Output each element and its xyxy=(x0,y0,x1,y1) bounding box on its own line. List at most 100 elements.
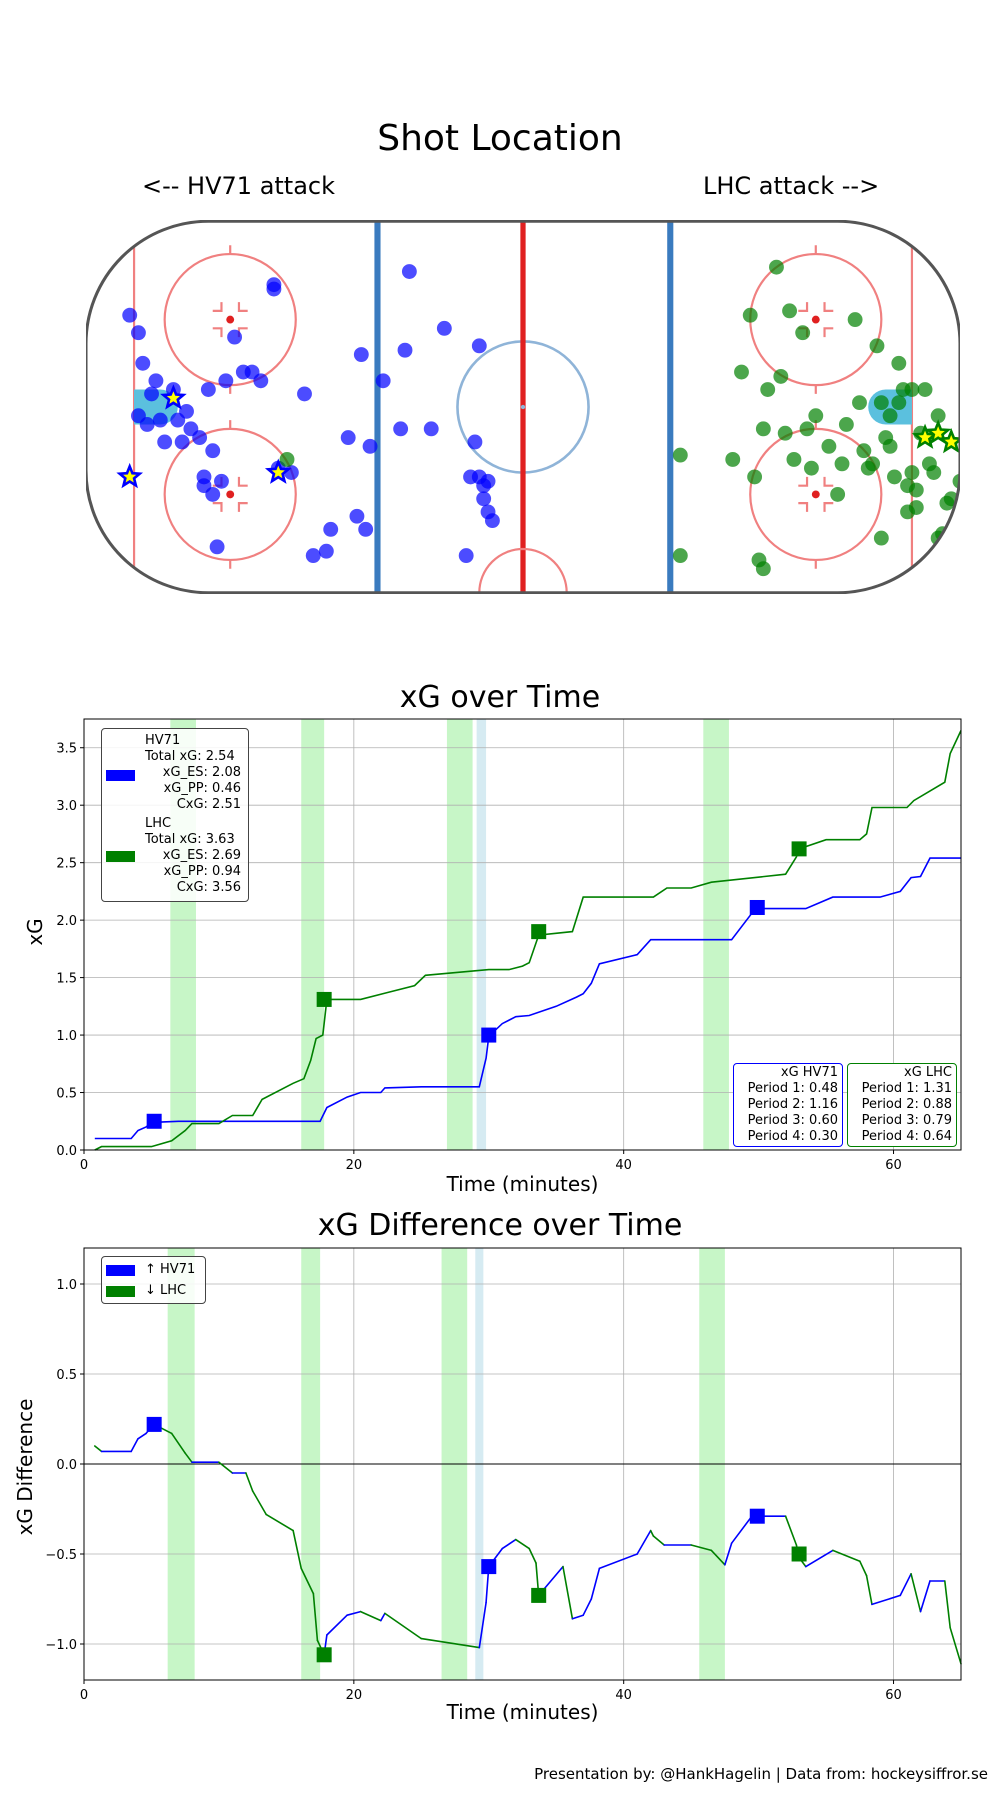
tick-label-y: −1.0 xyxy=(45,1638,77,1653)
shot-hv71 xyxy=(393,421,409,437)
powerplay-hv71-band xyxy=(476,719,487,1150)
diff-segment xyxy=(384,1612,423,1640)
diff-segment xyxy=(359,1610,382,1622)
xg-difference-chart: −1.0 −0.5 0.0 0.5 1.0 0 20 40 60 xyxy=(45,1247,962,1703)
shot-lhc xyxy=(830,486,846,502)
blue-line-left xyxy=(374,221,381,593)
shot-hv71 xyxy=(144,386,159,402)
shot-lhc xyxy=(926,465,942,480)
legend-lhc-total: Total xG: 3.63 xyxy=(145,832,235,847)
diff-ylabel: xG Difference xyxy=(13,1398,37,1536)
shot-hv71 xyxy=(353,347,369,362)
diff-segment xyxy=(571,1614,585,1620)
diff-legend-swatch-hv71 xyxy=(106,1265,135,1276)
diff-segment xyxy=(910,1572,922,1613)
tick-label-y: 3.0 xyxy=(56,799,77,814)
tick-label-x: 20 xyxy=(346,1688,363,1703)
shot-hv71 xyxy=(471,338,487,354)
tick-label-y: 0.5 xyxy=(56,1087,77,1102)
shot-hv71 xyxy=(131,325,146,341)
tick-label-y: 3.5 xyxy=(56,742,77,757)
diff-segment xyxy=(265,1513,294,1532)
referee-crease xyxy=(478,548,568,593)
shot-hv71 xyxy=(467,434,483,450)
shot-hv71 xyxy=(401,264,417,279)
diff-segment xyxy=(871,1594,902,1606)
legend-hv71-team: HV71 xyxy=(145,733,181,748)
shot-lhc xyxy=(891,395,907,411)
period-box-lhc-p2: Period 2: 0.88 xyxy=(861,1097,952,1112)
diff-segment xyxy=(514,1538,531,1550)
tick-label-x: 60 xyxy=(885,1158,902,1173)
shot-hv71 xyxy=(148,373,164,389)
shot-lhc xyxy=(847,312,863,328)
period-box-lhc-p1: Period 1: 1.31 xyxy=(861,1081,952,1096)
tick-label-x: 60 xyxy=(885,1688,902,1703)
shot-lhc xyxy=(799,421,815,437)
hv71-attack-label: <-- HV71 attack xyxy=(142,172,336,200)
diff-segment xyxy=(690,1544,713,1552)
plot-frame xyxy=(83,718,962,1151)
shot-lhc xyxy=(279,452,295,467)
period-marker-lhc xyxy=(316,991,332,1007)
rink-title: Shot Location xyxy=(377,118,623,159)
shot-lhc xyxy=(803,460,819,476)
shot-lhc xyxy=(917,382,933,397)
shot-hv71 xyxy=(227,329,243,345)
diff-segment xyxy=(528,1547,537,1564)
shot-hv71 xyxy=(122,307,138,323)
diff-segment xyxy=(805,1549,834,1568)
shot-hv71 xyxy=(305,548,321,564)
diff-segment xyxy=(859,1560,868,1577)
goal-hv71 xyxy=(116,462,144,489)
diff-marker-hv71 xyxy=(146,1416,162,1432)
powerplay-lhc-band xyxy=(301,719,325,1150)
diff-legend: ↑ HV71 ↓ LHC xyxy=(101,1256,206,1304)
diff-marker-hv71 xyxy=(481,1559,497,1575)
shot-lhc xyxy=(865,456,881,472)
diff-segment xyxy=(218,1461,234,1474)
shot-lhc xyxy=(755,421,771,437)
diff-segment xyxy=(300,1567,315,1595)
shot-hv71 xyxy=(436,320,452,336)
shot-lhc xyxy=(795,325,811,341)
diff-marker-lhc xyxy=(316,1647,332,1663)
period-box-hv71-p3: Period 3: 0.60 xyxy=(747,1113,838,1128)
shot-hv71 xyxy=(458,548,474,564)
legend-lhc-team: LHC xyxy=(145,816,172,831)
shot-hv71 xyxy=(340,430,356,446)
shot-lhc xyxy=(908,500,924,515)
shot-lhc xyxy=(834,456,850,472)
shot-lhc xyxy=(760,382,776,397)
diff-segment xyxy=(919,1580,931,1613)
shot-hv71 xyxy=(349,508,365,524)
shot-lhc xyxy=(891,355,907,371)
diff-segment xyxy=(636,1529,652,1555)
diff-segment xyxy=(730,1515,753,1545)
tick-label-x: 0 xyxy=(80,1688,88,1703)
diff-marker-lhc xyxy=(531,1587,547,1603)
shot-hv71 xyxy=(476,491,492,507)
footer-credit: Presentation by: @HankHagelin | Data fro… xyxy=(534,1765,988,1783)
shot-lhc xyxy=(908,482,924,498)
period-marker-hv71 xyxy=(749,899,765,915)
shot-lhc xyxy=(747,469,763,485)
series-line-hv71 xyxy=(94,857,961,1140)
shot-markers xyxy=(116,259,960,577)
diff-segment xyxy=(420,1637,481,1649)
shot-hv71 xyxy=(179,403,194,419)
tick-label-y: 1.0 xyxy=(56,1029,77,1044)
shot-lhc xyxy=(672,548,688,564)
shot-lhc xyxy=(904,382,920,397)
diff-xlabel: Time (minutes) xyxy=(446,1700,599,1724)
legend-lhc-pp: xG_PP: 0.94 xyxy=(163,864,241,879)
shot-lhc xyxy=(782,303,797,319)
legend-swatch-lhc xyxy=(106,851,135,862)
diff-segment xyxy=(582,1598,593,1617)
goal-hv71 xyxy=(264,458,292,484)
diff-segment xyxy=(590,1567,601,1600)
diff-segment xyxy=(649,1529,655,1537)
powerplay-lhc-band xyxy=(446,719,473,1150)
tick-label-y: 0.0 xyxy=(56,1144,77,1159)
legend-hv71-es: xG_ES: 2.08 xyxy=(162,765,241,780)
